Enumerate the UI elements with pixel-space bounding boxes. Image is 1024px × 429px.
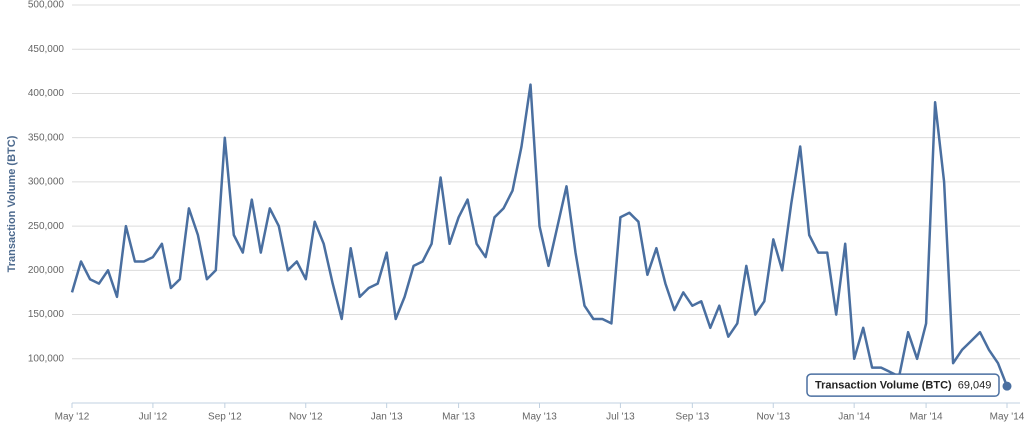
tooltip-value: 69,049 (958, 380, 992, 392)
x-tick-label: Jan '13 (371, 412, 403, 423)
y-tick-label: 500,000 (28, 0, 65, 11)
y-tick-label: 400,000 (28, 88, 65, 99)
y-tick-label: 250,000 (28, 221, 65, 232)
series-line (70, 83, 1009, 387)
y-tick-label: 200,000 (28, 265, 65, 276)
tooltip-series: Transaction Volume (BTC) (815, 380, 952, 392)
x-tick-label: May '14 (990, 412, 1024, 423)
x-tick-label: May '13 (522, 412, 557, 423)
y-tick-label: 450,000 (28, 44, 65, 55)
tooltip-box (806, 373, 1000, 397)
x-tick-label: Sep '13 (676, 412, 710, 423)
x-tick-label: Mar '13 (442, 412, 475, 423)
x-tick-label: Jan '14 (838, 412, 870, 423)
x-tick-label: Nov '12 (289, 412, 323, 423)
tooltip-text: Transaction Volume (BTC) 69,049 (815, 380, 991, 392)
x-tick-label: Nov '13 (756, 412, 790, 423)
y-tick-label: 150,000 (28, 309, 65, 320)
x-tick-label: Sep '12 (208, 412, 242, 423)
x-tick-label: Jul '12 (139, 412, 168, 423)
x-tick-label: May '12 (55, 412, 90, 423)
y-tick-label: 300,000 (28, 177, 65, 188)
x-tick-label: Mar '14 (910, 412, 943, 423)
y-tick-label: 100,000 (28, 353, 65, 364)
x-tick-label: Jul '13 (606, 412, 635, 423)
y-axis-title: Transaction Volume (BTC) (6, 135, 18, 272)
hover-point (1002, 381, 1012, 391)
y-tick-label: 350,000 (28, 132, 65, 143)
